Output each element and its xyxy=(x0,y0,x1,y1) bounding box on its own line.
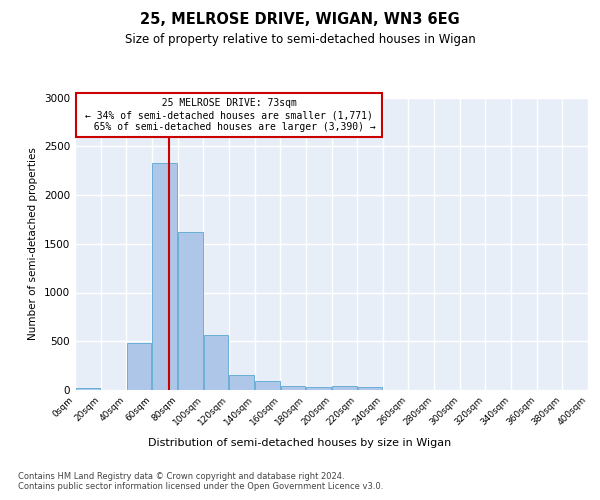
Bar xyxy=(358,386,382,390)
Bar xyxy=(76,388,100,390)
Bar xyxy=(152,163,177,390)
Bar xyxy=(204,336,229,390)
Bar xyxy=(127,343,151,390)
Text: Contains HM Land Registry data © Crown copyright and database right 2024.: Contains HM Land Registry data © Crown c… xyxy=(18,472,344,481)
Bar xyxy=(229,375,254,390)
Text: 25, MELROSE DRIVE, WIGAN, WN3 6EG: 25, MELROSE DRIVE, WIGAN, WN3 6EG xyxy=(140,12,460,28)
Bar xyxy=(307,386,331,390)
Bar xyxy=(332,386,356,390)
Y-axis label: Number of semi-detached properties: Number of semi-detached properties xyxy=(28,148,38,340)
Text: Distribution of semi-detached houses by size in Wigan: Distribution of semi-detached houses by … xyxy=(148,438,452,448)
Text: Size of property relative to semi-detached houses in Wigan: Size of property relative to semi-detach… xyxy=(125,32,475,46)
Text: 25 MELROSE DRIVE: 73sqm  
← 34% of semi-detached houses are smaller (1,771)
  65: 25 MELROSE DRIVE: 73sqm ← 34% of semi-de… xyxy=(82,98,376,132)
Bar xyxy=(178,232,203,390)
Bar xyxy=(255,381,280,390)
Text: Contains public sector information licensed under the Open Government Licence v3: Contains public sector information licen… xyxy=(18,482,383,491)
Bar xyxy=(281,386,305,390)
